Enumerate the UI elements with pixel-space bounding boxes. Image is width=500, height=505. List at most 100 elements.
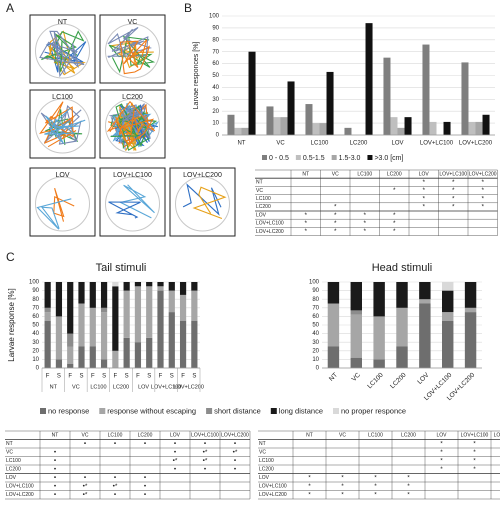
- bar-segment: [442, 320, 454, 368]
- bar-segment: [464, 312, 477, 368]
- x-tick-label: F: [114, 374, 118, 380]
- y-tick-label: 50: [312, 323, 319, 329]
- legend-swatch: [40, 408, 46, 414]
- table-row-header: VC: [256, 188, 263, 194]
- table-cell: *: [452, 187, 455, 194]
- y-tick-label: 50: [32, 323, 39, 329]
- table-cell: *: [452, 179, 455, 186]
- x-tick-label: VC: [276, 141, 285, 147]
- table-row-header: LC200: [259, 467, 274, 473]
- bar: [429, 121, 437, 135]
- bar-segment: [179, 320, 187, 368]
- table-header: LOV: [170, 433, 181, 439]
- bar-segment: [350, 310, 362, 315]
- x-tick-label: LOV: [391, 141, 403, 147]
- y-tick-label: 90: [312, 288, 319, 294]
- trajectory: [39, 30, 85, 78]
- bar-segment: [44, 282, 51, 308]
- y-tick-label: 100: [309, 280, 320, 286]
- x-tick-label: LOV: [416, 371, 431, 386]
- bar-segment: [350, 282, 362, 311]
- table-cell: *: [473, 466, 476, 473]
- x-tick-label: LOV+LC200: [459, 141, 493, 147]
- legend-label: no proper responce: [341, 406, 406, 415]
- bar: [305, 104, 313, 135]
- y-tick-label: 80: [312, 297, 319, 303]
- y-tick-label: 20: [32, 348, 39, 354]
- bar: [273, 117, 281, 135]
- bar-segment: [350, 314, 362, 358]
- arena: [105, 23, 160, 79]
- table-cell: •: [54, 474, 57, 481]
- table-cell: •*: [83, 483, 88, 490]
- bar-segment: [78, 346, 85, 368]
- bar-segment: [55, 282, 63, 317]
- bar-segment: [442, 290, 454, 313]
- x-tick-label: F: [46, 374, 50, 380]
- legend-label: short distance: [214, 406, 261, 415]
- x-tick-label: S: [102, 374, 106, 380]
- bar-segment: [146, 337, 153, 368]
- bar-segment: [67, 282, 74, 334]
- y-tick-label: 40: [312, 331, 319, 337]
- group-label: LOV+LC100: [151, 384, 181, 390]
- table-cell: *: [481, 179, 484, 186]
- bar: [365, 23, 373, 135]
- table-row-header: LOV+LC100: [259, 484, 287, 490]
- bar: [390, 117, 398, 135]
- table-row-header: LC200: [6, 467, 21, 473]
- table-cell: *: [393, 187, 396, 194]
- bar-segment: [123, 290, 130, 338]
- y-tick-label: 90: [32, 288, 39, 294]
- bar-segment: [464, 282, 477, 308]
- trajectory: [118, 184, 155, 219]
- trajectory-label: LC100: [52, 94, 73, 101]
- x-tick-label: S: [147, 374, 151, 380]
- table-cell: *: [481, 204, 484, 211]
- table-row-header: LC200: [256, 204, 271, 210]
- y-tick-label: 30: [312, 340, 319, 346]
- table-header: NT: [306, 433, 313, 439]
- table-cell: *: [407, 491, 410, 498]
- trajectory-label: NT: [58, 19, 68, 26]
- table-header: LOV+LC200: [221, 433, 249, 439]
- table-cell: •: [234, 466, 237, 473]
- table-cell: *: [407, 483, 410, 490]
- legend-swatch: [262, 155, 267, 160]
- table-header: LC100: [368, 433, 383, 439]
- table-header: LOV+LC200: [494, 433, 500, 439]
- legend-swatch: [333, 408, 339, 414]
- y-tick-label: 10: [32, 357, 39, 363]
- table-header: NT: [302, 171, 309, 177]
- y-tick-label: 60: [32, 314, 39, 320]
- table-cell: *: [374, 483, 377, 490]
- table-cell: *: [363, 220, 366, 227]
- table-cell: •: [84, 440, 87, 447]
- bar-segment: [373, 316, 385, 360]
- bar-segment: [123, 282, 130, 291]
- legend-swatch: [99, 408, 106, 414]
- bar: [383, 57, 391, 135]
- panel-label: B: [184, 1, 192, 15]
- bar-segment: [419, 299, 431, 304]
- bar-segment: [146, 282, 153, 287]
- table-row-header: VC: [259, 450, 266, 456]
- table-cell: •: [54, 457, 57, 464]
- table-cell: *: [393, 220, 396, 227]
- bar: [241, 127, 249, 135]
- trajectory-frame: [169, 167, 236, 237]
- table-cell: *: [440, 440, 443, 447]
- group-label: LOV+LC200: [173, 384, 203, 390]
- table-cell: •: [174, 440, 177, 447]
- y-tick-label: 60: [212, 61, 219, 67]
- trajectory-frame: [29, 167, 96, 237]
- arena: [35, 23, 90, 79]
- table-cell: *: [304, 220, 307, 227]
- table-cell: *: [473, 440, 476, 447]
- legend-label: response without escaping: [107, 406, 196, 415]
- y-tick-label: 70: [32, 305, 39, 311]
- trajectory-label: LOV+LC100: [113, 172, 152, 179]
- y-tick-label: 90: [212, 25, 219, 31]
- table-cell: *: [304, 228, 307, 235]
